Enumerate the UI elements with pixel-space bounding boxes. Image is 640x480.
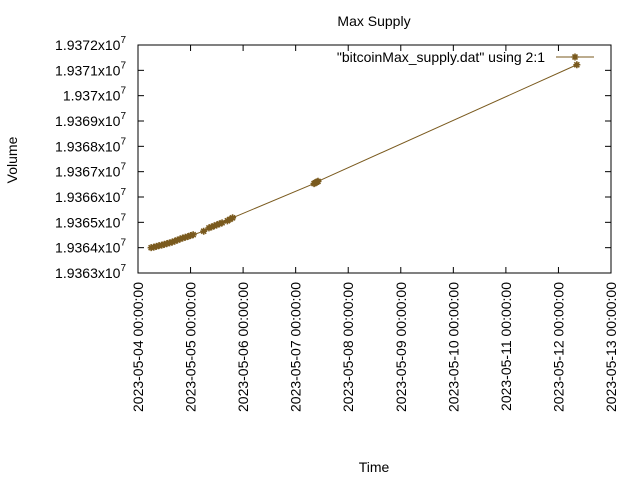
series-layer	[147, 61, 581, 252]
data-point	[573, 61, 581, 69]
y-tick-label: 1.9366x107	[55, 187, 126, 205]
legend-marker	[571, 53, 579, 61]
data-point	[210, 222, 218, 230]
data-point	[184, 233, 192, 241]
y-tick-label: 1.937x107	[63, 86, 127, 104]
x-tick-label: 2023-05-09 00:00:00	[393, 282, 409, 412]
data-point	[176, 235, 184, 243]
y-tick-label: 1.9367x107	[55, 162, 126, 180]
data-point	[229, 214, 237, 222]
chart-title: Max Supply	[337, 13, 410, 29]
x-axis-label: Time	[359, 459, 390, 475]
y-tick-label: 1.9371x107	[55, 60, 126, 78]
x-tick-label: 2023-05-10 00:00:00	[445, 282, 461, 412]
y-tick-label: 1.9372x107	[55, 35, 126, 53]
y-tick-label: 1.9368x107	[55, 136, 126, 154]
y-tick-label: 1.9363x107	[55, 263, 126, 281]
x-tick-label: 2023-05-12 00:00:00	[550, 282, 566, 412]
axes: 1.9363x107 1.9364x107 1.9365x107 1.9366x107…	[55, 35, 619, 412]
data-point	[314, 177, 322, 185]
data-point	[189, 231, 197, 239]
data-point	[215, 220, 223, 228]
x-tick-label: 2023-05-06 00:00:00	[235, 282, 251, 412]
data-point	[205, 224, 213, 232]
x-tick-label: 2023-05-08 00:00:00	[340, 282, 356, 412]
legend-label: "bitcoinMax_supply.dat" using 2:1	[337, 49, 545, 65]
data-point	[171, 237, 179, 245]
y-tick-label: 1.9364x107	[55, 238, 126, 256]
y-tick-label: 1.9365x107	[55, 212, 126, 230]
data-point	[168, 238, 176, 246]
plot-frame	[137, 44, 612, 274]
x-tick-label: 2023-05-05 00:00:00	[183, 282, 199, 412]
data-point	[173, 236, 181, 244]
data-point	[208, 223, 216, 231]
x-tick-label: 2023-05-13 00:00:00	[603, 282, 619, 412]
y-axis-label: Volume	[4, 136, 20, 183]
x-tick-label: 2023-05-04 00:00:00	[130, 282, 146, 412]
data-point	[218, 219, 226, 227]
y-tick-label: 1.9369x107	[55, 111, 126, 129]
data-point	[200, 227, 208, 235]
x-tick-label: 2023-05-07 00:00:00	[288, 282, 304, 412]
data-point	[213, 221, 221, 229]
legend: "bitcoinMax_supply.dat" using 2:1	[337, 49, 594, 65]
x-tick-label: 2023-05-11 00:00:00	[498, 282, 514, 411]
series-line	[151, 64, 578, 249]
